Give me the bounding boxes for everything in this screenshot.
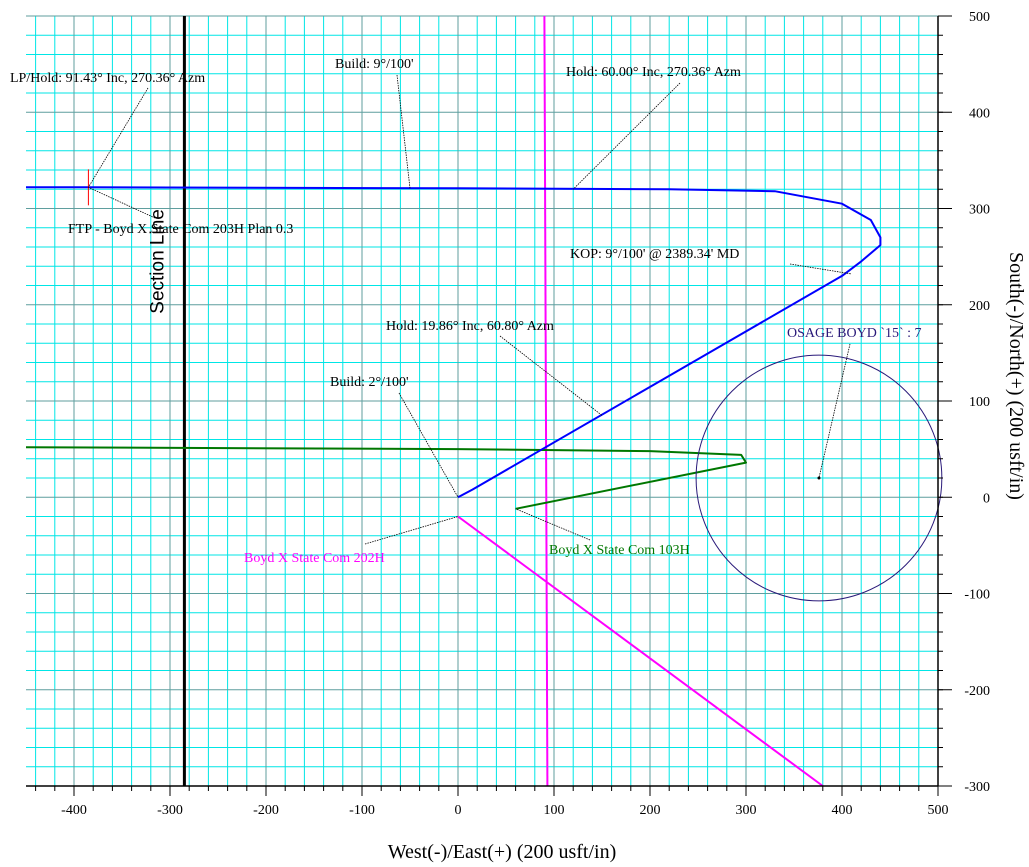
y-tick-label: 0 [983,491,990,506]
annotation-label: OSAGE BOYD `15` : 7 [787,326,922,341]
well-202h-path [457,515,824,787]
series-layer: Section Line [25,15,943,787]
y-axis-label: South(-)/North(+) (200 usft/in) [1005,252,1027,500]
annotation-label: Hold: 60.00° Inc, 270.36° Azm [566,65,741,80]
annotation-leader [88,186,156,219]
plan-203h-path [26,186,882,499]
annotation-leader [364,516,459,545]
section-line-label: Section Line [147,209,168,314]
x-tick-label: 300 [736,803,757,818]
y-tick-label: -100 [964,588,990,603]
x-tick-label: -300 [157,803,183,818]
annotation-label: Build: 2°/100' [330,375,409,390]
annotation-label: Boyd X State Com 202H [244,551,385,566]
annotation-leader [88,87,149,188]
annotation-label: Hold: 19.86° Inc, 60.80° Azm [386,319,554,334]
x-tick-label: -200 [253,803,279,818]
x-tick-label: 500 [928,803,949,818]
annotation-leader [789,263,852,275]
x-tick-label: -100 [349,803,375,818]
y-tick-label: 100 [969,395,990,410]
y-tick-label: 300 [969,203,990,218]
x-tick-label: 400 [832,803,853,818]
x-axis-label: West(-)/East(+) (200 usft/in) [388,841,617,863]
y-tick-label: 200 [969,299,990,314]
x-tick-label: 200 [640,803,661,818]
annotation-leader [396,74,411,189]
annotation-leader [818,343,851,479]
annotation-leader [572,82,681,190]
annotation-label: LP/Hold: 91.43° Inc, 270.36° Azm [10,71,205,86]
annotation-label: KOP: 9°/100' @ 2389.34' MD [570,247,739,262]
annotation-label: Boyd X State Com 103H [549,543,690,558]
x-tick-label: 0 [455,803,462,818]
y-tick-label: 400 [969,106,990,121]
well-103h-path [25,446,747,510]
tick-layer: -400 -300 -200 -100 0 100 200 300 400 500 -300 -200… [35,10,990,818]
annotation-label: FTP - Boyd X State Com 203H Plan 0.3 [68,222,293,237]
x-tick-label: 100 [544,803,565,818]
annotation-layer: LP/Hold: 91.43° Inc, 270.36° Azm Build: 9… [10,57,922,566]
annotation-leader [515,508,591,541]
x-tick-label: -400 [61,803,87,818]
annotation-leader [499,335,603,416]
annotation-label: Build: 9°/100' [335,57,414,72]
y-tick-label: -300 [964,780,990,795]
y-tick-label: -200 [964,684,990,699]
y-tick-label: 500 [969,10,990,25]
well-202h-vertical [543,15,549,787]
